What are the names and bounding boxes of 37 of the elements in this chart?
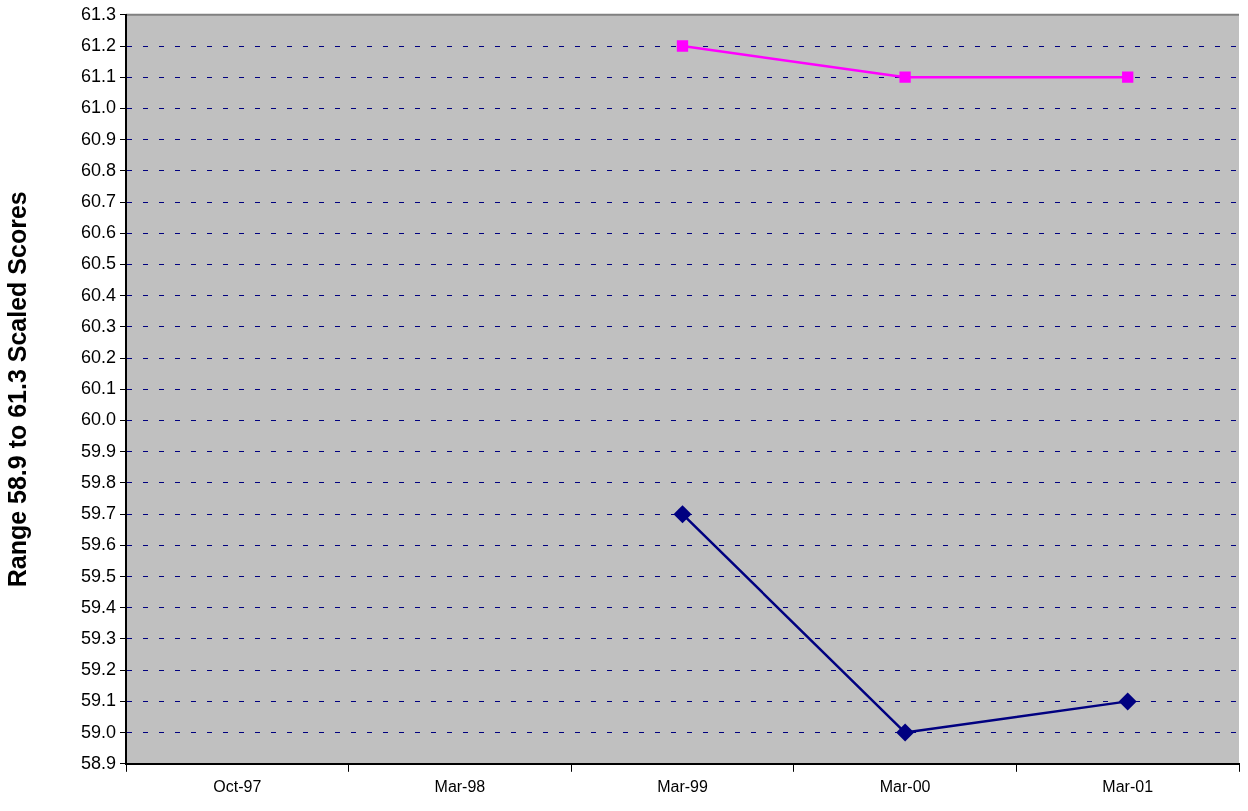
y-tick-label: 59.5 [80, 565, 116, 586]
point [899, 71, 911, 83]
x-tick-label: Oct-97 [213, 777, 262, 795]
y-tick-label: 60.6 [80, 222, 116, 243]
point [673, 505, 692, 524]
y-tick-label: 59.3 [80, 627, 116, 648]
point [1122, 71, 1134, 83]
y-tick-label: 60.9 [80, 128, 116, 149]
y-axis-title: Range 58.9 to 61.3 Scaled Scores [2, 191, 31, 588]
y-tick-label: 60.2 [80, 347, 116, 368]
point [1118, 692, 1137, 711]
y-tick-label: 60.3 [80, 315, 116, 336]
y-tick-label: 59.7 [80, 503, 116, 524]
x-tick-label: Mar-01 [1102, 777, 1154, 795]
y-tick-label: 60.0 [80, 409, 116, 430]
y-tick-label: 60.8 [80, 159, 116, 180]
y-tick-label: 61.3 [80, 3, 116, 24]
x-tick-label: Mar-00 [879, 777, 931, 795]
y-tick-label: 60.7 [80, 191, 116, 212]
y-tick-label: 59.4 [80, 596, 116, 617]
y-tick-label: 59.2 [80, 659, 116, 680]
y-tick-label: 59.8 [80, 471, 116, 492]
y-tick-label: 59.6 [80, 534, 116, 555]
point [676, 40, 689, 52]
y-tick-label: 59.1 [80, 690, 116, 711]
point [896, 723, 915, 742]
y-tick-label: 60.5 [80, 253, 116, 274]
x-tick-label: Mar-99 [657, 777, 708, 795]
y-tick-label: 61.2 [80, 34, 116, 55]
y-tick-label: 61.1 [80, 66, 116, 87]
y-tick-label: 59.9 [80, 440, 116, 461]
y-tick-label: 61.0 [80, 97, 116, 118]
y-tick-label: 59.0 [80, 721, 116, 742]
y-tick-label: 60.4 [80, 284, 116, 305]
y-tick-label: 58.9 [80, 752, 116, 773]
y-tick-label: 60.1 [80, 378, 116, 399]
x-tick-label: Mar-98 [434, 777, 486, 795]
